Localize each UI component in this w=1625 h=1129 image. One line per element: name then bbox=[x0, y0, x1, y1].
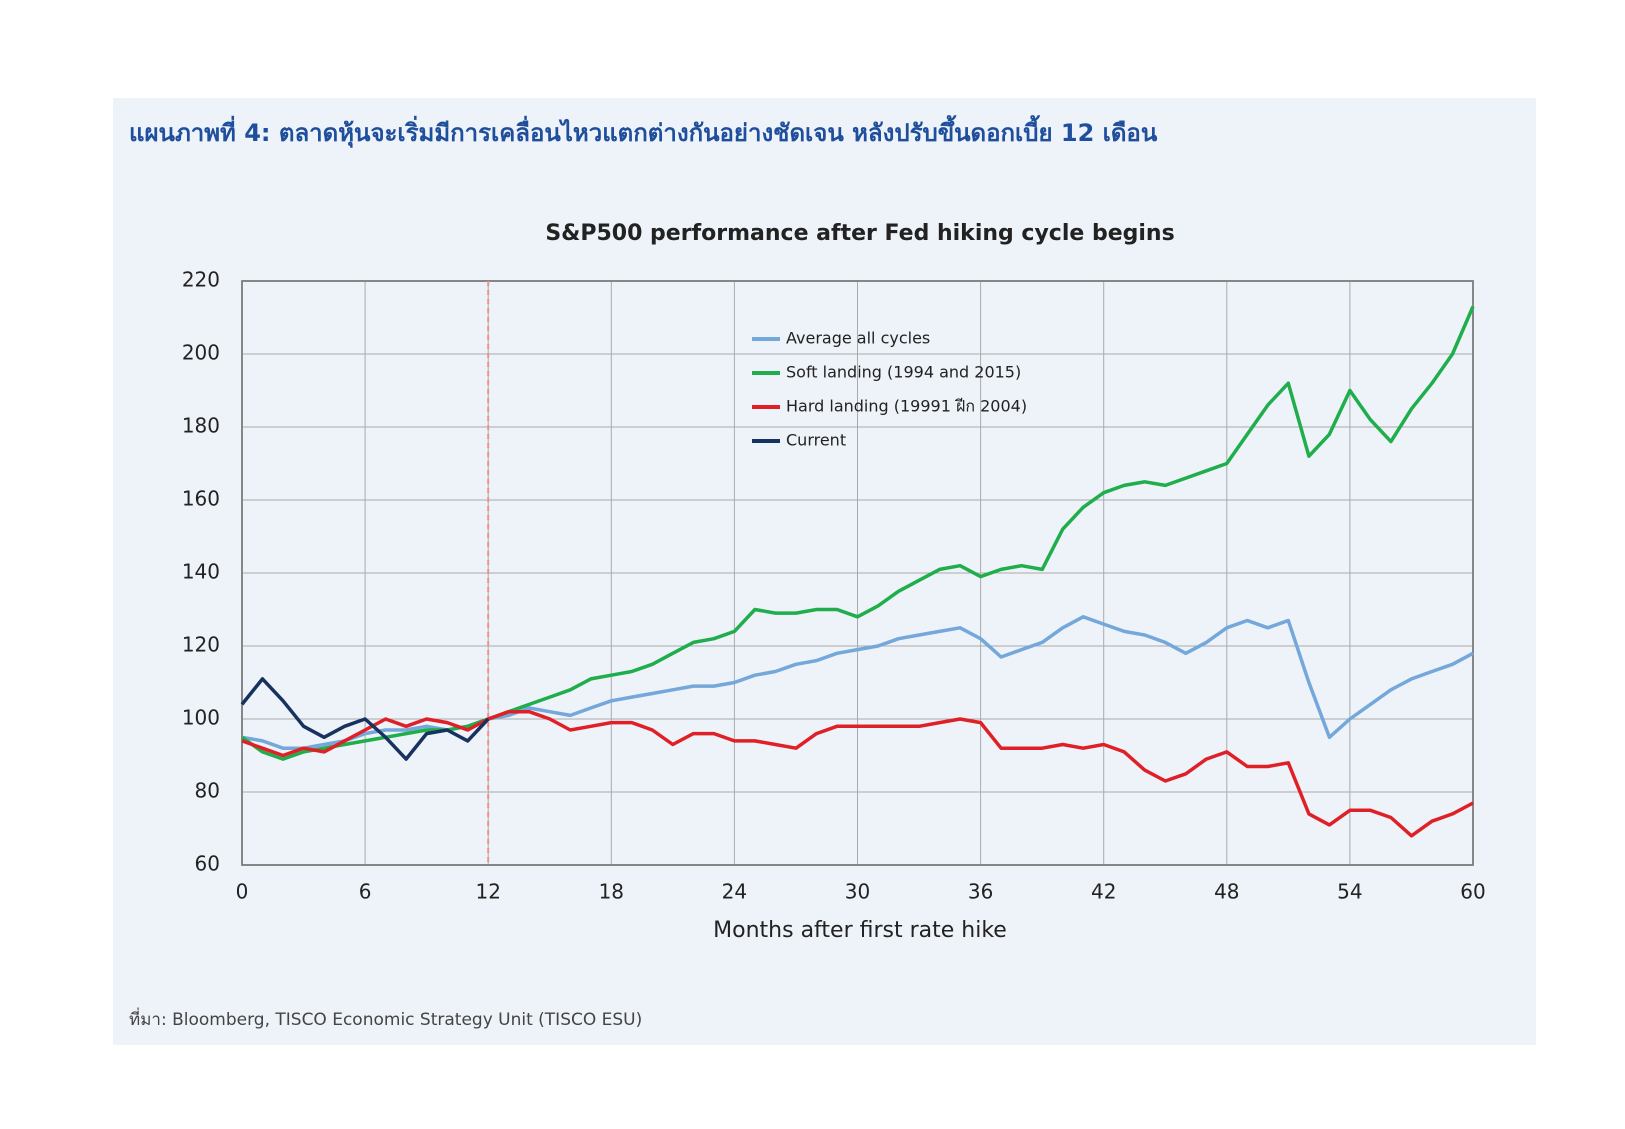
y-tick-label: 220 bbox=[182, 268, 220, 292]
series-line bbox=[241, 709, 1474, 838]
y-tick-label: 120 bbox=[182, 633, 220, 657]
x-tick-label: 54 bbox=[1337, 880, 1362, 904]
x-tick-label: 18 bbox=[599, 880, 624, 904]
y-tick-label: 140 bbox=[182, 560, 220, 584]
y-tick-label: 100 bbox=[182, 706, 220, 730]
legend-label: Average all cycles bbox=[786, 329, 930, 348]
x-tick-label: 6 bbox=[359, 880, 372, 904]
y-tick-label: 180 bbox=[182, 414, 220, 438]
y-tick-label: 200 bbox=[182, 341, 220, 365]
x-tick-label: 60 bbox=[1460, 880, 1485, 904]
x-tick-label: 30 bbox=[845, 880, 870, 904]
x-tick-label: 12 bbox=[475, 880, 500, 904]
source: ที่มา: Bloomberg, TISCO Economic Strateg… bbox=[129, 1007, 642, 1030]
series-line bbox=[240, 677, 490, 761]
x-axis-label: Months after first rate hike bbox=[713, 918, 1007, 943]
x-tick-label: 24 bbox=[722, 880, 747, 904]
legend-label: Soft landing (1994 and 2015) bbox=[786, 363, 1021, 382]
y-tick-label: 60 bbox=[195, 852, 220, 876]
x-tick-label: 36 bbox=[968, 880, 993, 904]
plot-border bbox=[241, 280, 1474, 866]
heading: แผนภาพที่ 4: ตลาดหุ้นจะเริ่มมีการเคลื่อน… bbox=[129, 114, 1158, 149]
chart-title: S&P500 performance after Fed hiking cycl… bbox=[545, 221, 1174, 246]
x-tick-label: 0 bbox=[236, 880, 249, 904]
legend-label: Hard landing (19991 ฝีก 2004) bbox=[786, 397, 1027, 416]
legend-label: Current bbox=[786, 431, 846, 450]
x-tick-label: 42 bbox=[1091, 880, 1116, 904]
y-tick-label: 160 bbox=[182, 487, 220, 511]
y-tick-label: 80 bbox=[195, 779, 220, 803]
x-tick-label: 48 bbox=[1214, 880, 1239, 904]
